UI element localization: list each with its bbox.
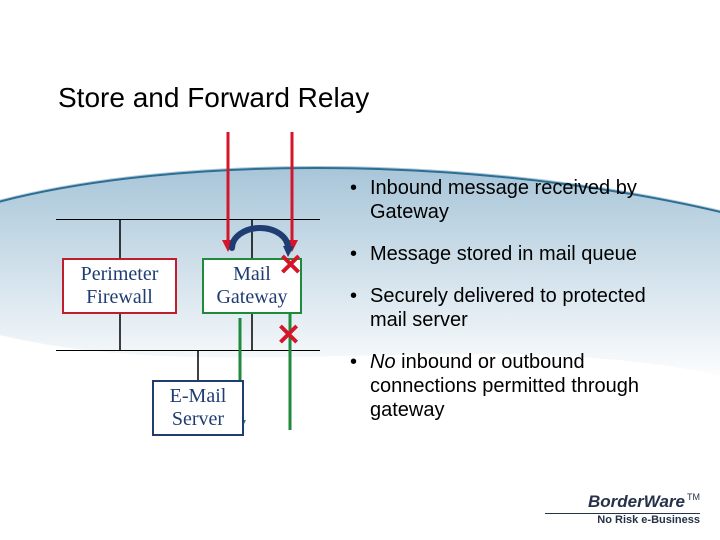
- brand-tm: TM: [687, 492, 700, 502]
- bullet-item-2: Securely delivered to protected mail ser…: [348, 284, 678, 332]
- gateway-label-1: Mail: [233, 263, 271, 285]
- perimeter-label-1: Perimeter: [81, 263, 159, 285]
- bullet-item-3: No inbound or outbound connections permi…: [348, 350, 678, 422]
- brand-name-2: Ware: [644, 492, 685, 511]
- brand-name-1: Border: [588, 492, 644, 511]
- brand-logo: BorderWareTM No Risk e-Business: [545, 492, 700, 526]
- bullet-item-0: Inbound message received by Gateway: [348, 176, 678, 224]
- bullet-item-1: Message stored in mail queue: [348, 242, 678, 266]
- email-label-1: E-Mail: [170, 385, 227, 407]
- email-server-box: E-Mail Server: [152, 380, 244, 436]
- bullet-list: Inbound message received by Gateway Messa…: [348, 176, 678, 440]
- x-mark-bottom: ✕: [276, 318, 301, 353]
- brand-tagline: No Risk e-Business: [545, 514, 700, 526]
- perimeter-firewall-box: Perimeter Firewall: [62, 258, 177, 314]
- email-label-2: Server: [172, 408, 224, 430]
- x-mark-top: ✕: [278, 248, 303, 283]
- gateway-label-2: Gateway: [216, 286, 287, 308]
- perimeter-label-2: Firewall: [86, 286, 153, 308]
